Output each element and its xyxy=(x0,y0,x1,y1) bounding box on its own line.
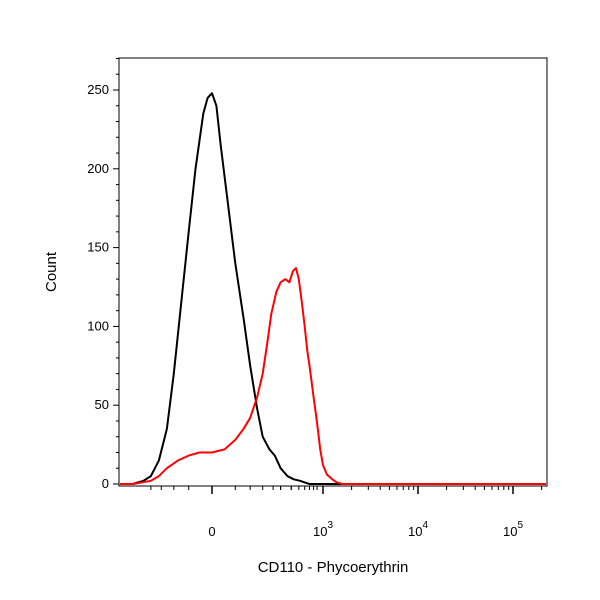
x-tick-label: 105 xyxy=(503,520,523,539)
y-tick-label: 0 xyxy=(102,476,109,491)
x-tick-label: 0 xyxy=(208,524,215,539)
series-line-2 xyxy=(120,267,546,485)
y-tick-label: 250 xyxy=(87,82,109,97)
y-tick-label: 150 xyxy=(87,240,109,255)
series-line-1 xyxy=(120,92,546,485)
plot-frame xyxy=(118,57,548,487)
x-tick-label: 104 xyxy=(408,520,428,539)
y-tick-label: 100 xyxy=(87,318,109,333)
x-tick-label: 103 xyxy=(313,520,333,539)
series-layer xyxy=(120,92,546,485)
x-axis-label: CD110 - Phycoerythrin xyxy=(258,559,409,576)
y-axis-ticks: 0 50 100 150 200 250 xyxy=(87,57,119,491)
y-axis-label: Count xyxy=(43,251,60,292)
y-tick-label: 200 xyxy=(87,161,109,176)
x-axis-ticks: 0 103 104 105 xyxy=(150,486,543,539)
y-tick-label: 50 xyxy=(95,397,109,412)
